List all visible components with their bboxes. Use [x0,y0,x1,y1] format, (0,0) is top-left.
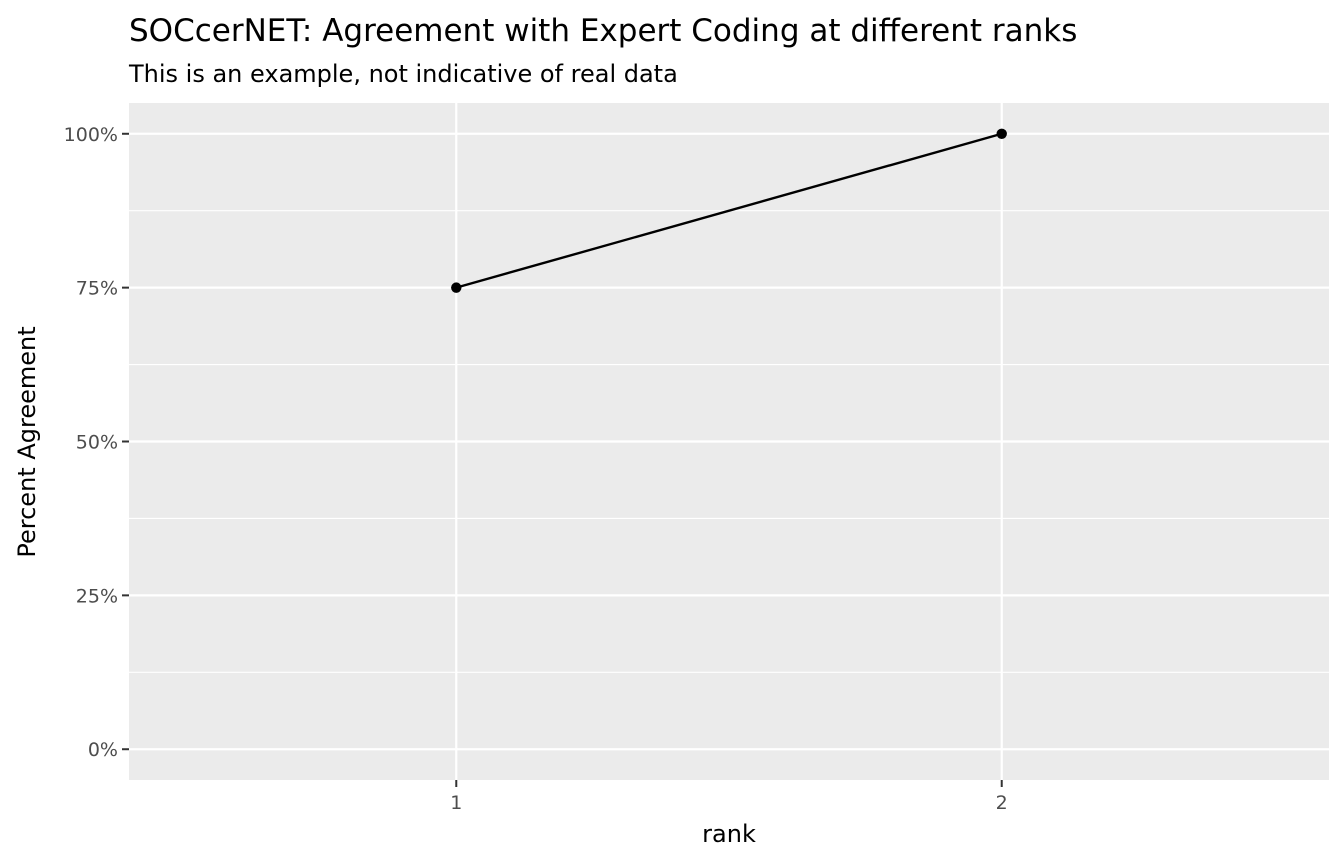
y-tick-label: 100% [64,124,118,146]
chart-title: SOCcerNET: Agreement with Expert Coding … [129,13,1077,49]
y-axis: 0% 25% 50% 75% 100% [64,124,129,761]
data-point [451,282,462,293]
data-series [451,128,1007,293]
y-tick-label: 25% [76,585,118,607]
y-tick-label: 50% [76,432,118,454]
major-gridlines [129,103,1329,780]
y-axis-title: Percent Agreement [13,326,41,557]
series-line [455,132,1003,289]
data-point [996,128,1007,139]
x-axis-title: rank [702,820,756,848]
x-tick-label: 2 [996,792,1008,814]
y-tick-label: 75% [76,278,118,300]
chart-subtitle: This is an example, not indicative of re… [128,60,678,88]
x-tick-label: 1 [450,792,462,814]
y-tick-label: 0% [88,739,118,761]
